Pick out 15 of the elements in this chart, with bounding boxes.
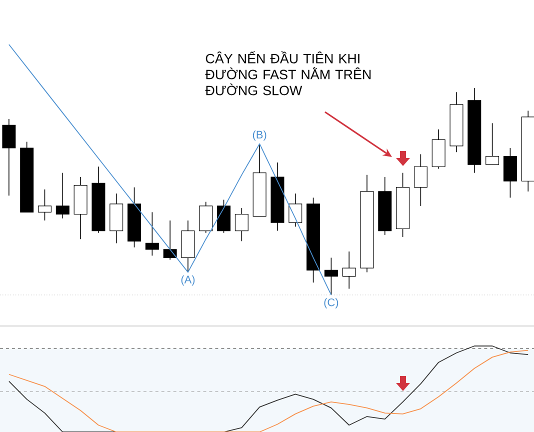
candlestick xyxy=(486,122,500,165)
candlestick xyxy=(414,154,428,206)
candlestick xyxy=(145,212,159,256)
annotation: (B) xyxy=(252,130,266,141)
candlestick xyxy=(234,208,248,242)
candlestick xyxy=(342,251,356,290)
candlestick xyxy=(288,193,302,228)
annotation: (A) xyxy=(181,275,195,286)
annotation: CÂY NẾN ĐẦU TIÊN KHI ĐƯỜNG FAST NẰM TRÊN ĐƯỜNG SLOW xyxy=(205,51,371,96)
candlestick xyxy=(163,220,177,260)
candlestick xyxy=(56,172,70,219)
text: (C) xyxy=(324,298,338,308)
candlestick xyxy=(324,257,338,296)
candlestick xyxy=(2,118,16,196)
candlestick xyxy=(38,189,52,221)
